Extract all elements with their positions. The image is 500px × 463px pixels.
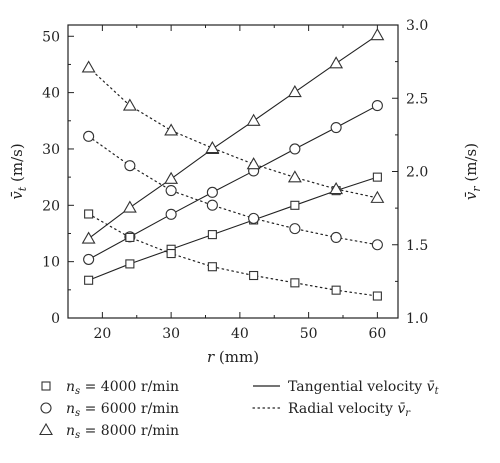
- x-axis-title: r (mm): [207, 348, 259, 366]
- radial-point-triangle: [370, 190, 385, 203]
- radial-point-triangle: [205, 140, 220, 154]
- tangential-point-triangle: [164, 171, 179, 184]
- tangential-point-circle: [289, 143, 301, 155]
- radial-point-square: [372, 291, 382, 301]
- radial-line-triangle: [88, 66, 378, 199]
- radial-point-circle: [371, 239, 383, 251]
- radial-point-triangle: [164, 123, 179, 136]
- tangential-point-circle: [206, 186, 218, 198]
- radial-line-square: [88, 213, 378, 297]
- radial-point-square: [125, 232, 135, 242]
- y-left-tick-label: 10: [42, 255, 60, 271]
- y-right-tick-label: 2.5: [406, 91, 428, 107]
- tangential-line-triangle: [88, 34, 378, 239]
- tangential-point-triangle: [122, 200, 137, 213]
- tangential-point-triangle: [81, 231, 96, 244]
- y-left-tick-label: 40: [42, 86, 60, 102]
- tangential-line-square: [88, 176, 378, 281]
- tangential-point-square: [125, 259, 135, 269]
- tangential-point-circle: [165, 208, 177, 220]
- radial-point-square: [249, 270, 259, 281]
- tangential-point-triangle: [287, 84, 302, 98]
- legend-label-circle: ns = 6000 r/min: [66, 401, 179, 419]
- tangential-point-triangle: [246, 113, 261, 126]
- legend-marker-triangle: [39, 422, 53, 436]
- legend-label-triangle: ns = 8000 r/min: [66, 423, 179, 441]
- tangential-line-circle: [88, 105, 378, 260]
- radial-point-circle: [165, 184, 177, 197]
- tangential-point-square: [290, 200, 300, 210]
- radial-point-circle: [206, 199, 218, 211]
- radial-point-square: [207, 262, 217, 272]
- radial-point-triangle: [246, 157, 261, 170]
- radial-point-square: [166, 248, 176, 259]
- radial-point-circle: [248, 212, 260, 224]
- y-right-tick-label: 2.0: [406, 165, 428, 181]
- radial-point-triangle: [122, 98, 137, 111]
- y-left-tick-label: 50: [42, 29, 60, 45]
- radial-point-circle: [330, 231, 342, 243]
- tangential-point-triangle: [329, 56, 344, 69]
- y-right-tick-label: 1.5: [406, 238, 428, 254]
- tangential-point-triangle: [370, 28, 385, 41]
- y-left-axis-title: v̄t (m/s): [8, 143, 29, 199]
- x-tick-label: 50: [300, 326, 318, 342]
- radial-point-square: [290, 278, 300, 288]
- tangential-point-circle: [330, 122, 342, 134]
- legend-marker-square: [41, 381, 51, 391]
- x-tick-label: 60: [368, 326, 386, 342]
- legend-label-solid: Tangential velocity v̄t: [288, 379, 440, 397]
- x-tick-label: 30: [162, 326, 180, 342]
- tangential-point-circle: [83, 253, 95, 265]
- legend-label-dotted: Radial velocity v̄r: [288, 401, 411, 419]
- legend-marker-circle: [40, 402, 52, 414]
- radial-point-circle: [83, 130, 95, 142]
- y-left-tick-label: 0: [51, 311, 60, 327]
- tangential-point-square: [372, 172, 382, 182]
- radial-point-circle: [124, 160, 136, 172]
- x-tick-label: 20: [93, 326, 111, 342]
- y-right-axis-title: v̄r (m/s): [462, 143, 483, 200]
- y-right-tick-label: 1.0: [406, 311, 428, 327]
- tangential-point-square: [207, 230, 217, 240]
- y-left-tick-label: 20: [42, 198, 60, 214]
- radial-point-square: [331, 285, 341, 295]
- radial-point-triangle: [81, 60, 96, 73]
- radial-point-triangle: [287, 170, 302, 183]
- radial-point-triangle: [329, 181, 344, 195]
- y-left-tick-label: 30: [42, 142, 60, 158]
- radial-point-square: [84, 209, 94, 219]
- tangential-point-circle: [371, 100, 383, 112]
- x-tick-label: 40: [231, 326, 249, 342]
- y-right-tick-label: 3.0: [406, 18, 428, 34]
- radial-point-circle: [289, 223, 301, 235]
- legend-label-square: ns = 4000 r/min: [66, 379, 179, 397]
- tangential-point-square: [84, 275, 94, 285]
